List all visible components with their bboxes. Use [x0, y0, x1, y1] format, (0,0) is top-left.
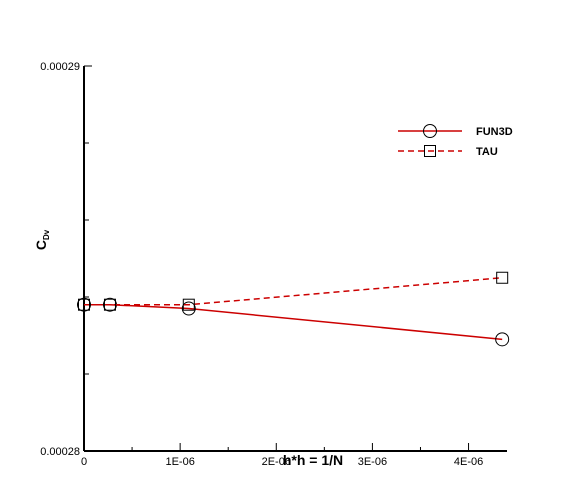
svg-text:CDv: CDv — [33, 229, 51, 250]
x-tick-label: 2E-06 — [262, 456, 291, 468]
x-tick-label: 3E-06 — [358, 456, 387, 468]
x-tick-label: 0 — [81, 456, 87, 468]
data-point-fun3d — [181, 301, 196, 316]
series-fun3d — [77, 297, 510, 347]
data-point-tau — [103, 298, 116, 311]
legend-marker — [423, 124, 437, 138]
data-point-tau — [78, 298, 90, 311]
data-point-fun3d — [495, 332, 510, 347]
legend: FUN3D TAU — [398, 124, 513, 158]
legend-entry-tau: TAU — [398, 145, 498, 158]
x-tick-label: 4E-06 — [454, 456, 483, 468]
y-axis-title-main: C — [33, 240, 49, 250]
y-axis-title: CDv — [33, 229, 51, 250]
series-layer — [77, 271, 510, 347]
series-tau — [78, 271, 509, 311]
data-point-tau — [182, 298, 195, 311]
x-axis-title: h*h = 1/N — [283, 452, 343, 468]
ticks: 0 1E-06 2E-06 3E-06 4E-06 0.00028 0.00029 — [40, 61, 483, 468]
data-point-fun3d — [77, 297, 91, 312]
y-axis-title-sub: Dv — [42, 229, 51, 240]
series-line-tau — [84, 277, 503, 306]
legend-entry-fun3d: FUN3D — [398, 124, 513, 138]
y-tick-label: 0.00028 — [40, 446, 80, 458]
axes — [83, 66, 507, 452]
x-tick-label: 1E-06 — [165, 456, 194, 468]
legend-marker — [424, 145, 436, 157]
data-point-tau — [496, 271, 509, 284]
legend-label: FUN3D — [476, 126, 513, 138]
legend-label: TAU — [476, 146, 498, 158]
series-line-fun3d — [84, 303, 503, 341]
y-tick-label: 0.00029 — [40, 61, 80, 73]
